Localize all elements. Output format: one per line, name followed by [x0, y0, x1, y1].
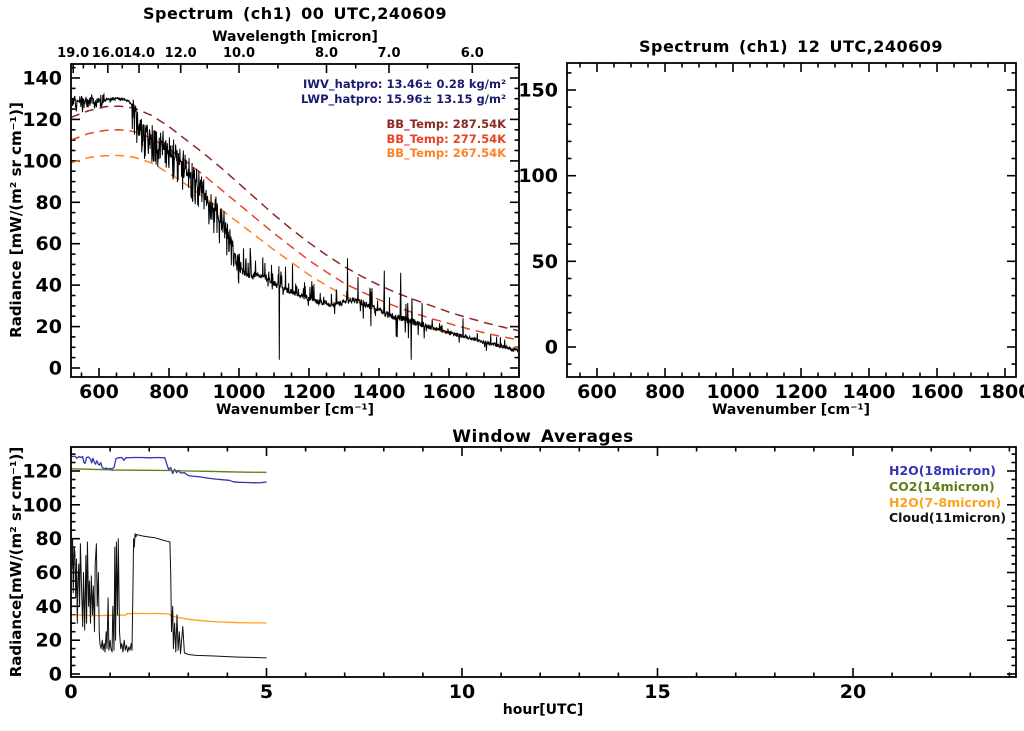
- svg-text:80: 80: [36, 192, 62, 214]
- window-averages-y-axis-label: Radiance[mW/(m² sr cm⁻¹)]: [7, 446, 25, 678]
- svg-text:6.0: 6.0: [461, 46, 484, 61]
- bb-curve-287.54: [72, 105, 518, 332]
- legend-iwv: IWV_hatpro: 13.46± 0.28 kg/m²: [303, 77, 506, 91]
- svg-text:1000: 1000: [213, 381, 266, 403]
- svg-text:1800: 1800: [493, 381, 546, 403]
- wa-curve-h2o-18micron-: [72, 455, 267, 484]
- svg-text:80: 80: [36, 528, 62, 550]
- svg-text:100: 100: [22, 150, 62, 172]
- svg-text:100: 100: [518, 165, 558, 187]
- spectrum12-title: Spectrum (ch1) 12 UTC,240609: [638, 37, 944, 56]
- svg-text:120: 120: [22, 461, 62, 483]
- svg-text:40: 40: [36, 275, 62, 297]
- svg-text:1200: 1200: [283, 381, 336, 403]
- svg-text:10: 10: [449, 681, 475, 703]
- svg-text:8.0: 8.0: [315, 46, 338, 61]
- svg-text:800: 800: [645, 381, 685, 403]
- window-averages-series: [72, 455, 267, 659]
- panel-spectrum12: 600 800 1000 1200 1400 1600 1800 0 50 100 150: [518, 62, 1024, 403]
- wa-legend-h2o78: H2O(7-8micron): [889, 495, 1002, 510]
- window-averages-title: Window Averages: [452, 427, 634, 447]
- svg-text:40: 40: [36, 596, 62, 618]
- svg-text:800: 800: [149, 381, 189, 403]
- svg-text:1600: 1600: [423, 381, 476, 403]
- svg-text:5: 5: [260, 681, 273, 703]
- spectrum00-y-axis-label: Radiance [mW/(m² sr cm⁻¹)]: [7, 102, 25, 338]
- wa-curve-co2-14micron-: [72, 468, 267, 473]
- spectrum00-series: [72, 92, 518, 360]
- svg-text:50: 50: [532, 251, 558, 273]
- legend-lwp: LWP_hatpro: 15.96± 13.15 g/m²: [301, 92, 506, 106]
- svg-text:120: 120: [22, 109, 62, 131]
- svg-text:20: 20: [840, 681, 866, 703]
- wa-curve-cloud-11micron-: [72, 531, 267, 659]
- panel-spectrum00: 600 800 1000 1200 1400 1600 1800 0 20 40 60 80 100 12…: [22, 46, 545, 403]
- wa-legend-h2o18: H2O(18micron): [889, 463, 996, 478]
- svg-text:1400: 1400: [843, 381, 896, 403]
- svg-text:60: 60: [36, 233, 62, 255]
- svg-text:12.0: 12.0: [165, 46, 197, 61]
- svg-text:0: 0: [545, 337, 558, 359]
- svg-text:7.0: 7.0: [377, 46, 400, 61]
- svg-text:1400: 1400: [353, 381, 406, 403]
- svg-text:14.0: 14.0: [123, 46, 155, 61]
- legend-bb277: BB_Temp: 277.54K: [386, 132, 506, 146]
- wa-legend-co2: CO2(14micron): [889, 479, 995, 494]
- svg-text:15: 15: [644, 681, 670, 703]
- svg-text:100: 100: [22, 494, 62, 516]
- svg-text:150: 150: [518, 80, 558, 102]
- bb-curve-267.54: [72, 154, 518, 349]
- svg-text:1800: 1800: [979, 381, 1024, 403]
- bb-curve-277.54: [72, 129, 518, 341]
- svg-text:0: 0: [49, 664, 62, 686]
- svg-text:1000: 1000: [707, 381, 760, 403]
- svg-text:600: 600: [577, 381, 617, 403]
- svg-text:140: 140: [22, 68, 62, 90]
- svg-text:20: 20: [36, 630, 62, 652]
- svg-text:19.0: 19.0: [57, 46, 89, 61]
- legend-bb287: BB_Temp: 287.54K: [386, 117, 506, 131]
- svg-text:0: 0: [64, 681, 77, 703]
- svg-text:60: 60: [36, 562, 62, 584]
- measured-spectrum-curve: [72, 92, 518, 360]
- svg-text:600: 600: [79, 381, 119, 403]
- svg-text:1200: 1200: [775, 381, 828, 403]
- spectrum00-wavelength-axis-label: Wavelength [micron]: [212, 29, 378, 45]
- svg-text:20: 20: [36, 316, 62, 338]
- wa-curve-h2o-7-8micron-: [72, 612, 267, 624]
- wa-legend-cloud: Cloud(11micron): [889, 510, 1007, 525]
- svg-text:10.0: 10.0: [223, 46, 255, 61]
- svg-text:16.0: 16.0: [92, 46, 124, 61]
- spectrum00-title: Spectrum (ch1) 00 UTC,240609: [142, 4, 448, 23]
- svg-text:0: 0: [49, 358, 62, 380]
- panel-window_averages: 0 5 10 15 20 0 20 40 60 80 100 120: [22, 446, 1017, 703]
- legend-bb267: BB_Temp: 267.54K: [386, 146, 506, 160]
- spectrum12-x-axis-label: Wavenumber [cm⁻¹]: [711, 402, 871, 418]
- spectrum00-x-axis-label: Wavenumber [cm⁻¹]: [215, 402, 375, 418]
- window-averages-x-axis-label: hour[UTC]: [502, 702, 584, 718]
- svg-text:1600: 1600: [911, 381, 964, 403]
